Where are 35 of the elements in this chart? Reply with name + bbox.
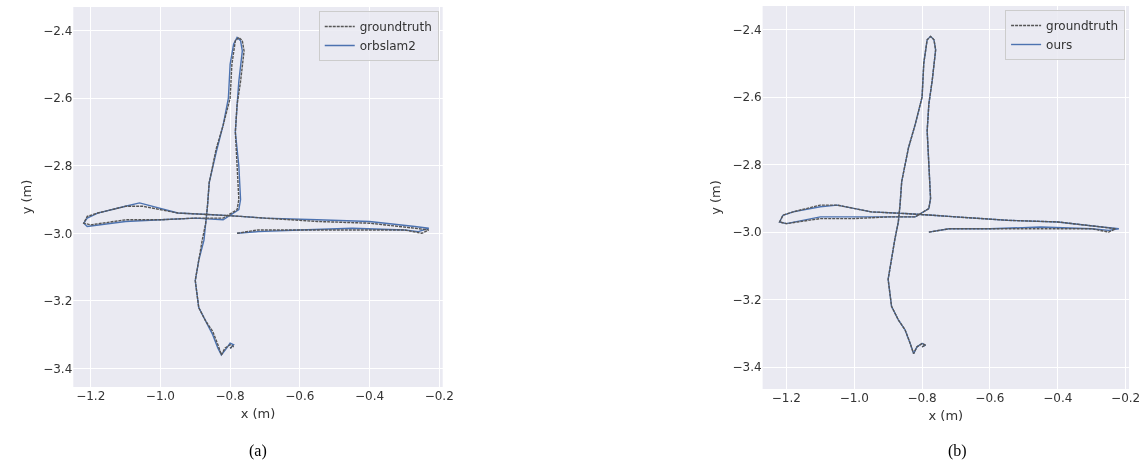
x-tick-label: −0.8: [215, 389, 245, 403]
x-tick-label: −0.4: [354, 389, 385, 403]
y-tick-label: −2.6: [43, 91, 73, 106]
y-tick-label: −2.8: [732, 157, 762, 172]
y-tick-label: −3.0: [732, 225, 762, 240]
x-tick-label: −0.4: [1043, 391, 1073, 405]
x-tick-label: −1.2: [771, 391, 801, 405]
x-tick-label: −0.8: [907, 391, 937, 405]
x-axis-title: x (m): [240, 405, 276, 421]
y-axis-title: y (m): [708, 180, 724, 215]
y-axis-title: y (m): [19, 179, 35, 215]
text: (a): [249, 442, 267, 460]
legend-label: groundtruth: [1046, 19, 1119, 34]
y-tick-label: −2.4: [732, 22, 762, 37]
x-tick-label: −1.2: [76, 389, 106, 403]
y-tick-label: −3.4: [732, 360, 762, 375]
y-tick-label: −2.8: [43, 158, 73, 173]
y-tick-label: −2.6: [732, 90, 762, 105]
x-tick-label: −0.2: [424, 389, 454, 403]
x-tick-label: −1.0: [839, 391, 869, 405]
line-series: [83, 36, 430, 356]
x-tick-label: −0.6: [975, 391, 1005, 405]
x-tick-label: −1.0: [145, 389, 175, 403]
legend-label: ours: [1046, 38, 1073, 53]
y-tick-label: −2.4: [43, 23, 73, 38]
x-tick-label: −0.6: [285, 389, 315, 403]
text: (b): [948, 442, 967, 460]
legend-label: groundtruth: [359, 20, 432, 35]
x-axis-title: x (m): [928, 407, 964, 423]
y-tick-label: −3.2: [43, 294, 73, 309]
y-tick-label: −3.2: [732, 292, 762, 307]
y-tick-label: −3.4: [43, 361, 73, 376]
legend-label: orbslam2: [359, 39, 416, 54]
y-tick-label: −3.0: [43, 226, 73, 241]
x-tick-label: −0.2: [1111, 391, 1141, 405]
